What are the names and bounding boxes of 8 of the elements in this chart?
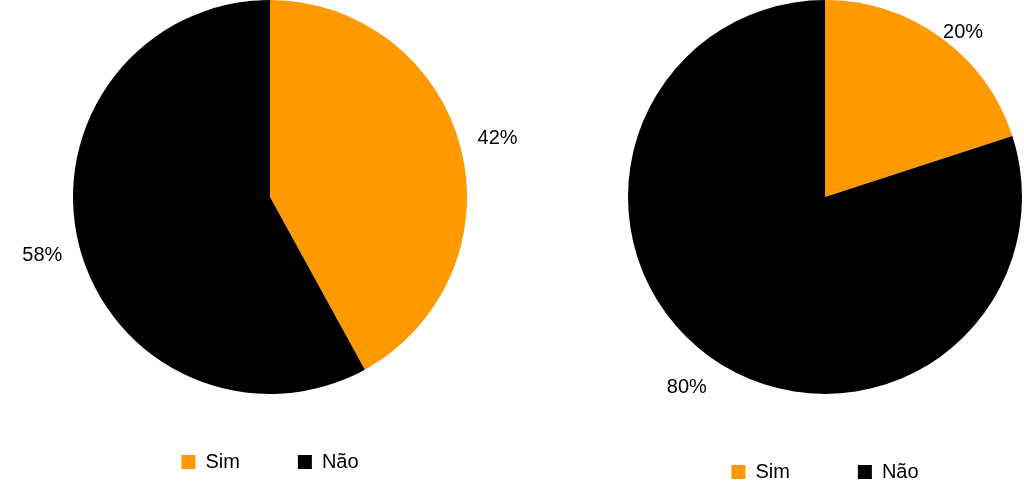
legend-label: Sim [205,449,240,472]
data-label: 58% [22,242,63,265]
data-label: 80% [666,374,708,397]
legend-label: Sim [755,459,790,482]
legend-label: Não [881,459,919,482]
legend-label: Não [321,449,359,472]
data-label: 42% [477,126,518,149]
data-label: 20% [943,19,984,42]
